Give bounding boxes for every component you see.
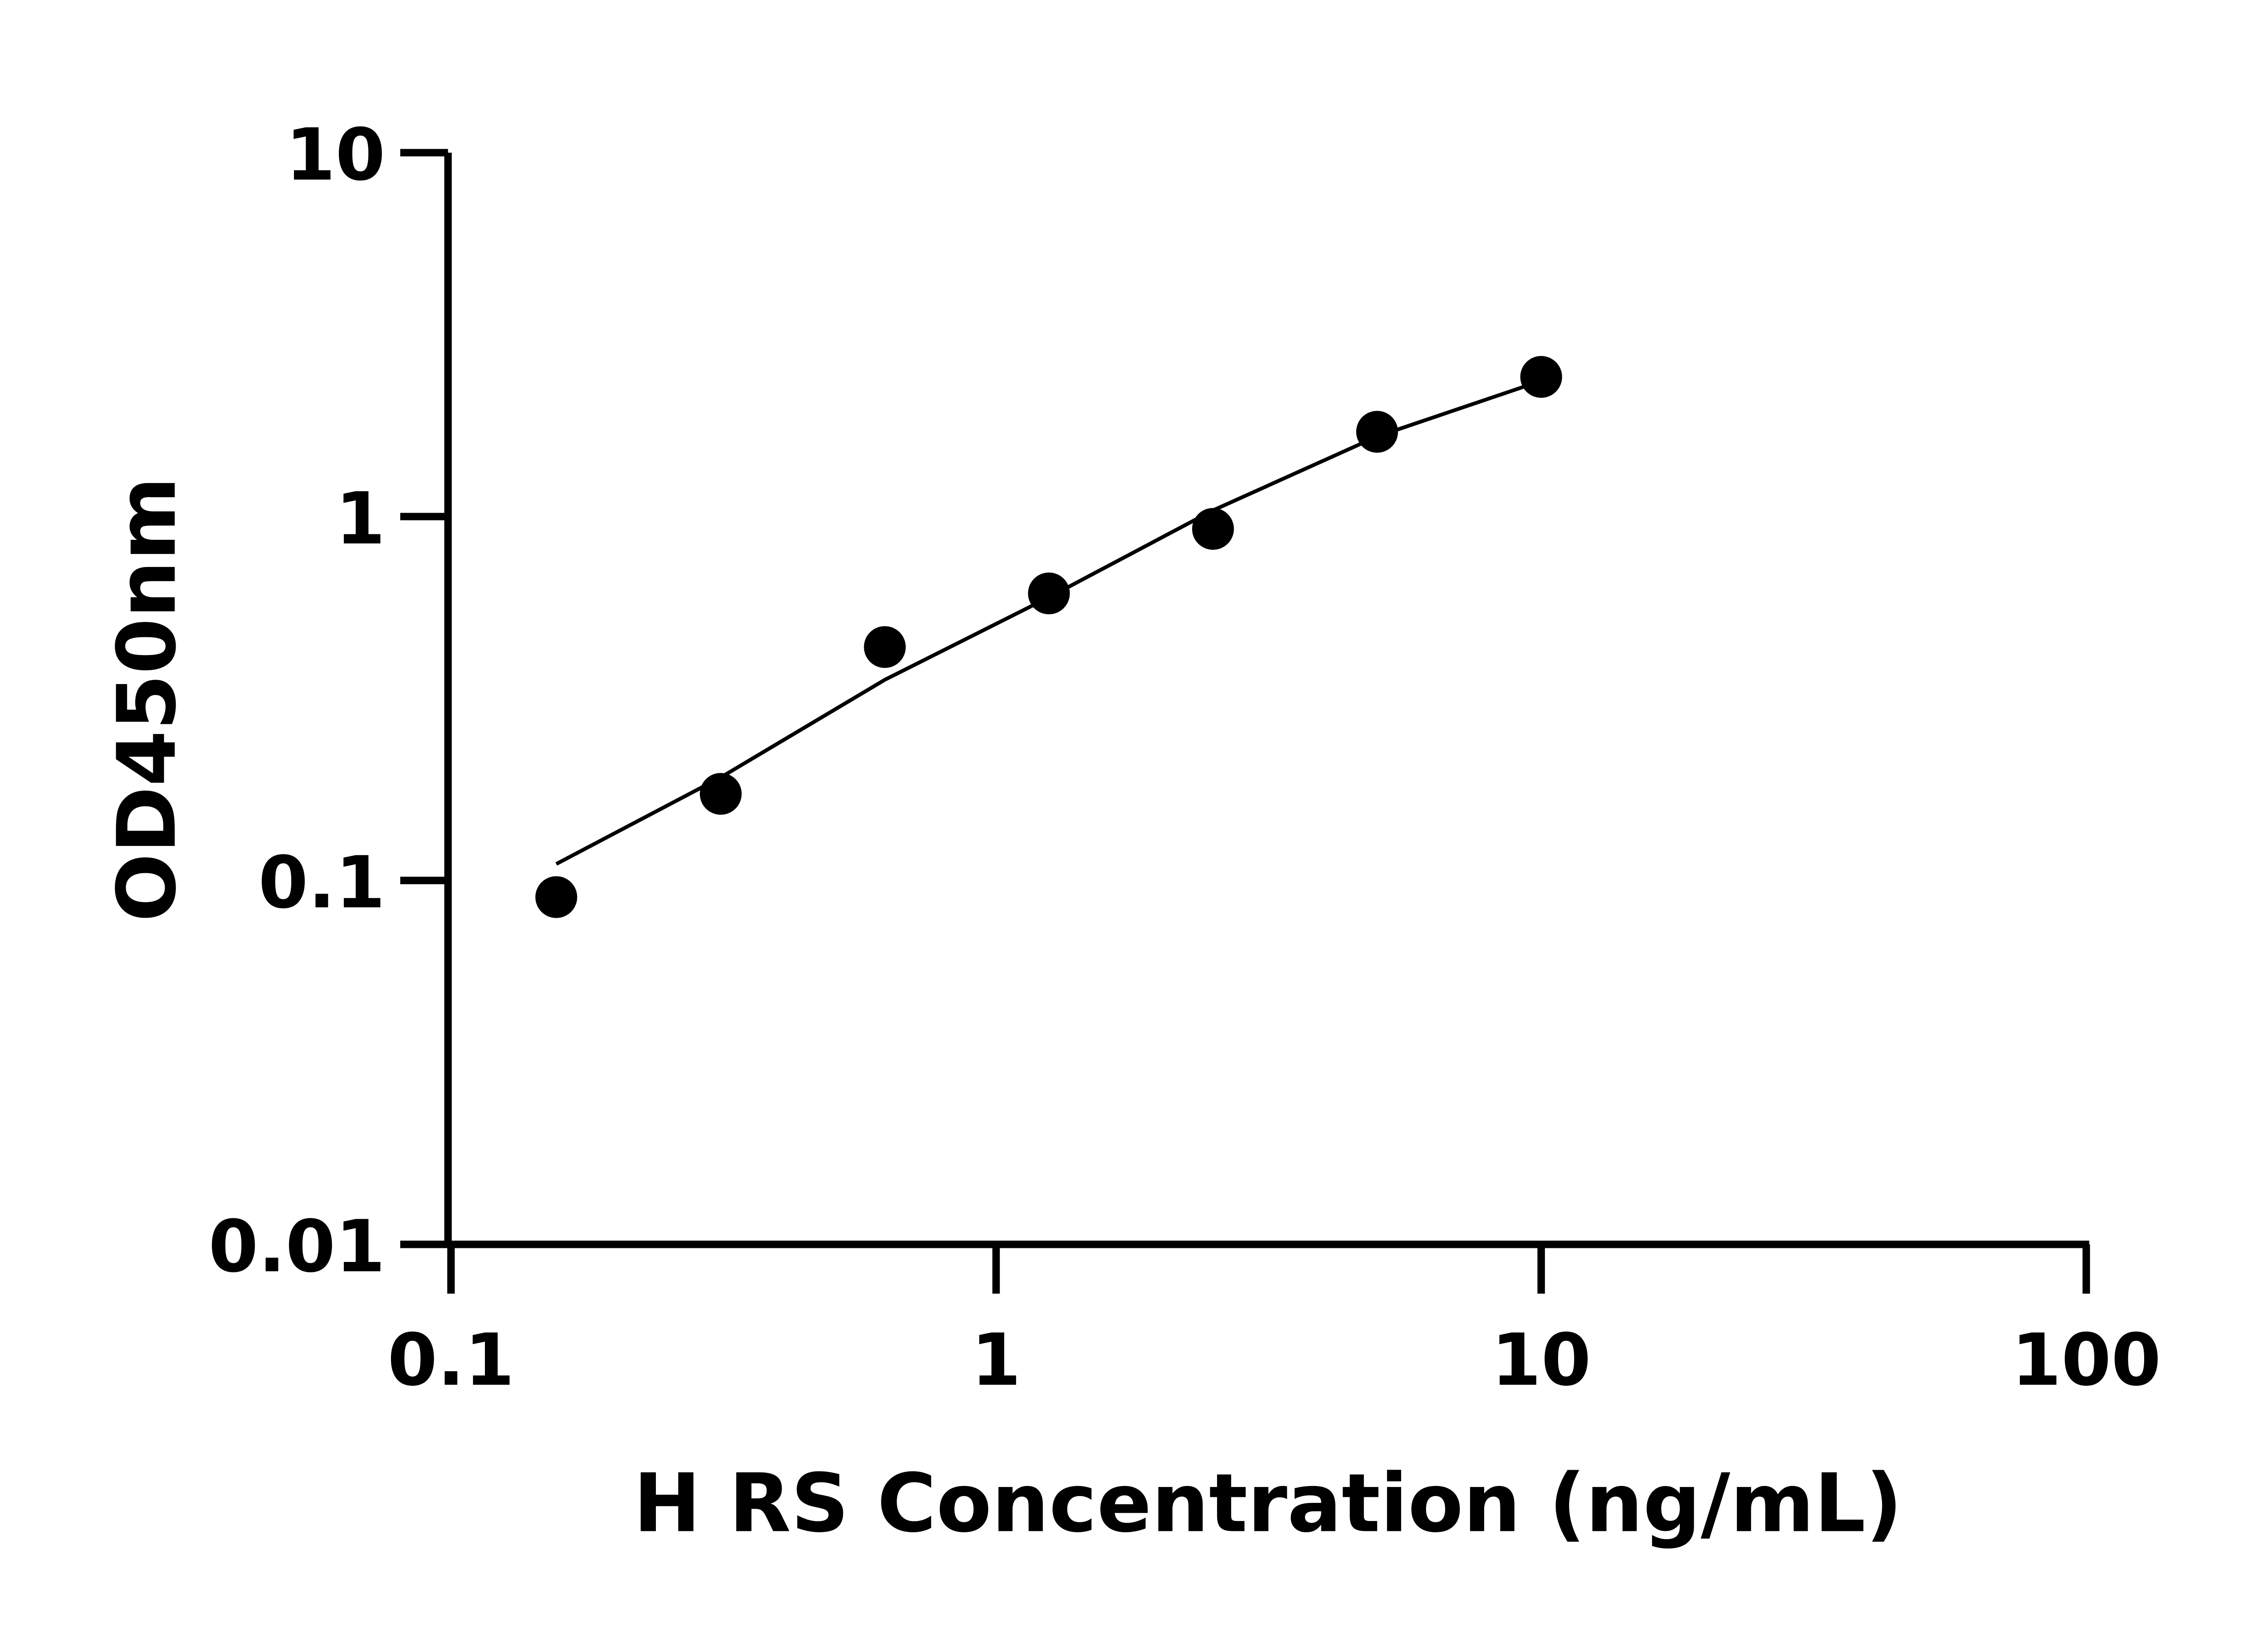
y-tick-label: 1 [335, 477, 385, 561]
x-axis-label: H RS Concentration (ng/mL) [633, 1456, 1902, 1550]
y-tick-label: 0.01 [209, 1205, 386, 1289]
x-tick-label: 100 [2011, 1319, 2161, 1402]
plot-area [535, 356, 1562, 918]
x-tick-label: 0.1 [387, 1319, 514, 1402]
data-point [1192, 508, 1234, 550]
data-point [1520, 356, 1562, 398]
y-tick-label: 10 [286, 113, 386, 197]
x-tick-label: 1 [971, 1319, 1021, 1402]
data-point [1356, 411, 1398, 453]
axes [400, 149, 2090, 1294]
y-axis-label: OD450nm [100, 477, 194, 922]
data-point [699, 772, 742, 815]
data-point [1028, 572, 1070, 615]
y-tick-label: 0.1 [258, 841, 385, 924]
x-tick-label: 10 [1491, 1319, 1591, 1402]
data-point [535, 876, 577, 918]
data-point [864, 626, 906, 668]
